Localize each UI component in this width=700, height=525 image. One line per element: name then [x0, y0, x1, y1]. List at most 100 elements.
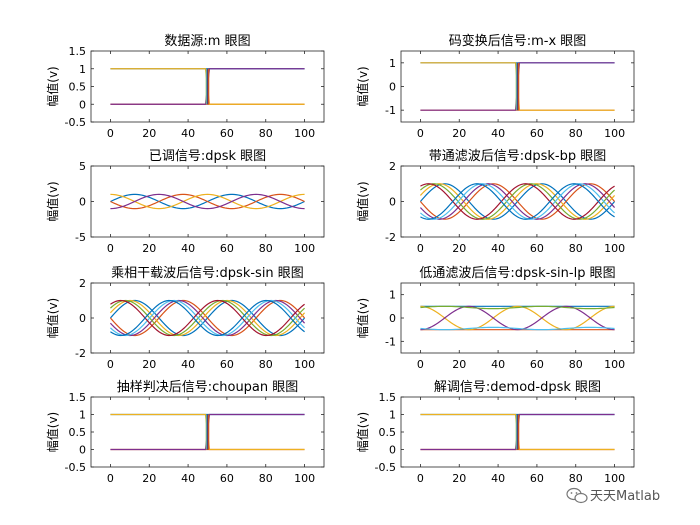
- x-tick-label: 80: [569, 242, 583, 255]
- eye-trace: [420, 326, 615, 331]
- trace-group: [110, 413, 305, 451]
- x-tick-label: 40: [181, 242, 195, 255]
- x-tick-label: 20: [452, 127, 466, 140]
- x-tick-label: 20: [142, 127, 156, 140]
- x-tick-label: 100: [294, 358, 315, 371]
- trace-group: [420, 413, 615, 451]
- x-tick-label: 20: [142, 358, 156, 371]
- x-tick-label: 0: [417, 472, 424, 485]
- trace-group: [420, 62, 615, 111]
- subplot-title: 解调信号:demod-dpsk 眼图: [434, 380, 601, 395]
- x-tick-label: 100: [604, 358, 625, 371]
- x-tick-label: 0: [107, 472, 114, 485]
- eye-trace: [420, 183, 615, 220]
- y-tick-label: 0: [79, 444, 86, 457]
- eye-trace: [110, 299, 305, 337]
- x-tick-label: 20: [452, 472, 466, 485]
- y-tick-label: 0.5: [69, 81, 87, 94]
- subplot-title: 低通滤波后信号:dpsk-sin-lp 眼图: [419, 266, 615, 281]
- y-tick-label: 5: [79, 160, 86, 173]
- x-tick-label: 20: [452, 358, 466, 371]
- trace-group: [419, 183, 616, 220]
- y-tick-label: 1: [389, 57, 396, 70]
- x-tick-label: 60: [220, 242, 234, 255]
- x-tick-label: 100: [294, 127, 315, 140]
- x-tick-label: 80: [569, 127, 583, 140]
- subplot-title: 已调信号:dpsk 眼图: [149, 149, 266, 164]
- y-tick-label: -0.5: [65, 461, 86, 474]
- y-tick-label: 0: [389, 312, 396, 325]
- x-tick-label: 40: [181, 472, 195, 485]
- x-tick-label: 20: [142, 472, 156, 485]
- x-tick-label: 0: [417, 242, 424, 255]
- y-tick-label: 2: [79, 277, 86, 290]
- x-tick-label: 60: [530, 472, 544, 485]
- x-tick-label: 0: [107, 242, 114, 255]
- x-tick-label: 0: [417, 127, 424, 140]
- wechat-icon: [566, 487, 588, 504]
- y-axis-label: 幅值(v): [355, 66, 370, 106]
- trace-group: [110, 193, 305, 210]
- x-tick-label: 80: [259, 242, 273, 255]
- y-axis-label: 幅值(v): [45, 181, 60, 221]
- x-tick-label: 40: [491, 127, 505, 140]
- x-tick-label: 0: [107, 127, 114, 140]
- eye-trace: [420, 305, 615, 310]
- y-tick-label: 1: [79, 409, 86, 422]
- eye-trace: [110, 299, 305, 337]
- y-tick-label: 0: [79, 98, 86, 111]
- eye-diagram-panel: 0 20 40 60 80 100 -0.5 0 0.5 1 1.5 解调信号:demod-dpsk …: [355, 380, 635, 485]
- x-tick-label: 80: [569, 358, 583, 371]
- y-axis-label: 幅值(v): [355, 412, 370, 452]
- y-axis-label: 幅值(v): [45, 66, 60, 106]
- y-tick-label: 0: [79, 196, 86, 209]
- y-tick-label: 1.5: [379, 391, 397, 404]
- y-tick-label: 0.5: [379, 426, 397, 439]
- x-tick-label: 100: [294, 242, 315, 255]
- y-tick-label: 0: [389, 81, 396, 94]
- trace-group: [109, 299, 306, 337]
- y-axis-label: 幅值(v): [355, 298, 370, 338]
- x-tick-label: 60: [220, 127, 234, 140]
- x-tick-label: 60: [530, 242, 544, 255]
- y-tick-label: 0: [79, 312, 86, 325]
- x-tick-label: 100: [294, 472, 315, 485]
- y-tick-label: 2: [389, 160, 396, 173]
- x-tick-label: 40: [491, 472, 505, 485]
- watermark: 天天Matlab: [566, 487, 660, 504]
- eye-diagram-panel: 0 20 40 60 80 100 -0.5 0 0.5 1 1.5 抽样判决后信号:choupan …: [45, 380, 325, 485]
- x-tick-label: 60: [220, 472, 234, 485]
- subplot-title: 抽样判决后信号:choupan 眼图: [117, 380, 299, 395]
- y-axis-label: 幅值(v): [355, 181, 370, 221]
- y-tick-label: -0.5: [65, 116, 86, 129]
- eye-trace: [110, 299, 305, 337]
- y-tick-label: -1: [385, 335, 396, 348]
- y-tick-label: 1: [389, 409, 396, 422]
- x-tick-label: 0: [107, 358, 114, 371]
- trace-group: [110, 68, 305, 105]
- y-tick-label: 0: [389, 444, 396, 457]
- eye-trace: [110, 193, 305, 210]
- y-tick-label: -2: [385, 231, 396, 244]
- y-tick-label: -0.5: [375, 461, 396, 474]
- x-tick-label: 100: [604, 127, 625, 140]
- eye-trace: [420, 183, 615, 220]
- eye-diagram-panel: 0 20 40 60 80 100 -2 0 2 乘相干载波后信号:dpsk-sin 眼图幅值(v…: [45, 266, 325, 371]
- eye-trace: [420, 183, 615, 220]
- x-tick-label: 40: [491, 242, 505, 255]
- y-tick-label: -1: [385, 104, 396, 117]
- y-tick-label: 1.5: [69, 45, 87, 58]
- y-tick-label: 1: [79, 63, 86, 76]
- y-tick-label: -5: [75, 231, 86, 244]
- x-tick-label: 60: [530, 358, 544, 371]
- subplot-title: 乘相干载波后信号:dpsk-sin 眼图: [111, 266, 304, 281]
- eye-trace: [420, 305, 615, 331]
- eye-trace: [110, 299, 305, 337]
- y-tick-label: 1: [389, 289, 396, 302]
- x-tick-label: 40: [491, 358, 505, 371]
